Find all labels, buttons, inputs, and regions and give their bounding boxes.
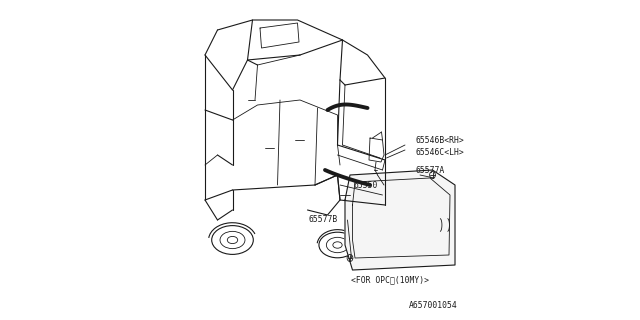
Text: A657001054: A657001054 bbox=[409, 300, 458, 309]
Text: 65577A: 65577A bbox=[415, 165, 444, 174]
Text: 65546B<RH>: 65546B<RH> bbox=[415, 135, 464, 145]
Text: 65546C<LH>: 65546C<LH> bbox=[415, 148, 464, 156]
Text: 65577B: 65577B bbox=[308, 215, 337, 225]
Text: <FOR OPCⅠ(10MY)>: <FOR OPCⅠ(10MY)> bbox=[351, 276, 429, 284]
Text: 65550: 65550 bbox=[353, 180, 378, 189]
Polygon shape bbox=[345, 170, 455, 270]
